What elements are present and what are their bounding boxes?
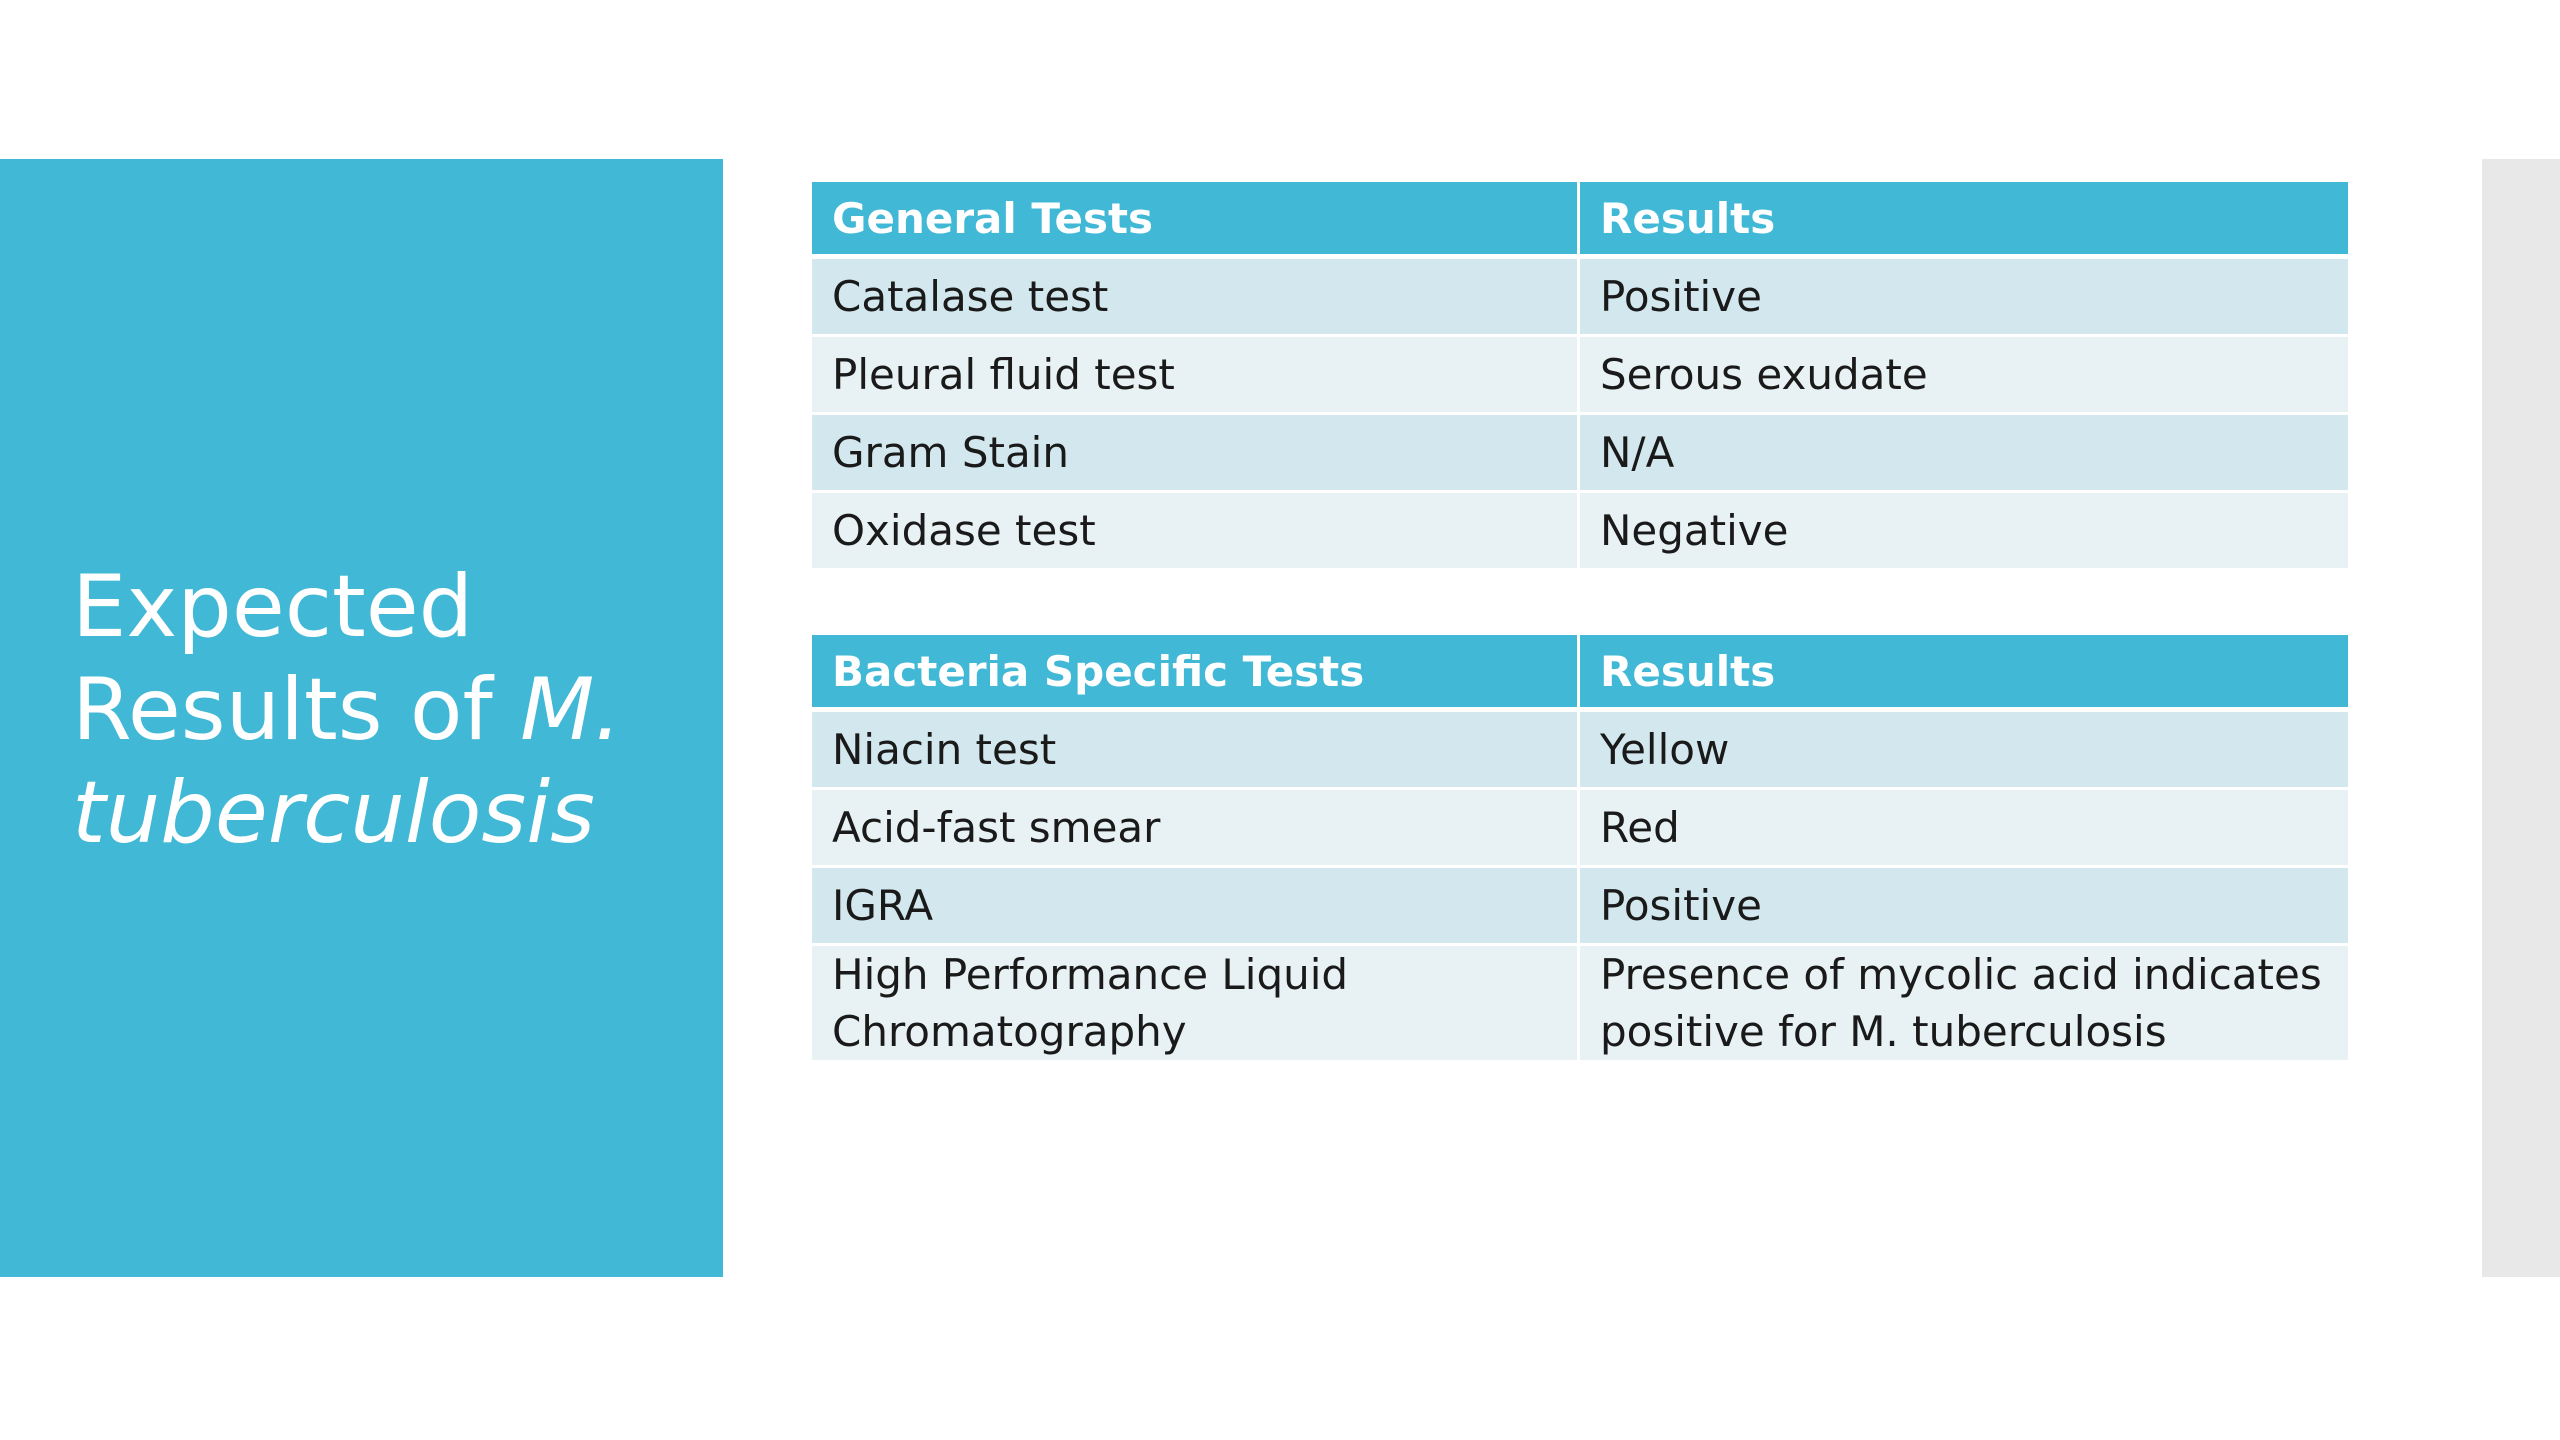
table-row: Gram Stain N/A bbox=[812, 415, 2348, 493]
table-row: Pleural fluid test Serous exudate bbox=[812, 337, 2348, 415]
test-name-cell: Acid-fast smear bbox=[812, 790, 1580, 868]
test-name-cell: Pleural fluid test bbox=[812, 337, 1580, 415]
result-cell: Red bbox=[1580, 790, 2348, 868]
result-cell: Negative bbox=[1580, 493, 2348, 571]
general-tests-table: General Tests Results Catalase test Posi… bbox=[812, 182, 2348, 571]
bacteria-specific-tests-table: Bacteria Specific Tests Results Niacin t… bbox=[812, 635, 2348, 1063]
result-cell: Positive bbox=[1580, 259, 2348, 337]
table-header-row: Bacteria Specific Tests Results bbox=[812, 635, 2348, 712]
result-cell: N/A bbox=[1580, 415, 2348, 493]
column-header: Results bbox=[1580, 635, 2348, 712]
test-name-cell: IGRA bbox=[812, 868, 1580, 946]
test-name-cell: Catalase test bbox=[812, 259, 1580, 337]
table-row: Catalase test Positive bbox=[812, 259, 2348, 337]
table-row: IGRA Positive bbox=[812, 868, 2348, 946]
test-name-cell: High Performance Liquid Chromatography bbox=[812, 946, 1580, 1063]
result-cell: Positive bbox=[1580, 868, 2348, 946]
test-name-cell: Oxidase test bbox=[812, 493, 1580, 571]
test-name-cell: Niacin test bbox=[812, 712, 1580, 790]
column-header: Results bbox=[1580, 182, 2348, 259]
table-row: High Performance Liquid Chromatography P… bbox=[812, 946, 2348, 1063]
table-row: Niacin test Yellow bbox=[812, 712, 2348, 790]
slide-title: Expected Results of M. tuberculosis bbox=[72, 556, 692, 865]
side-decoration bbox=[2482, 159, 2560, 1277]
test-name-cell: Gram Stain bbox=[812, 415, 1580, 493]
table-row: Oxidase test Negative bbox=[812, 493, 2348, 571]
title-panel bbox=[0, 159, 723, 1277]
title-italic-1: M. bbox=[520, 660, 622, 760]
column-header: Bacteria Specific Tests bbox=[812, 635, 1580, 712]
title-italic-2: tuberculosis bbox=[72, 763, 595, 863]
column-header: General Tests bbox=[812, 182, 1580, 259]
result-cell: Serous exudate bbox=[1580, 337, 2348, 415]
title-regular: Expected Results of bbox=[72, 557, 521, 760]
table-header-row: General Tests Results bbox=[812, 182, 2348, 259]
table-row: Acid-fast smear Red bbox=[812, 790, 2348, 868]
result-cell: Presence of mycolic acid indicates posit… bbox=[1580, 946, 2348, 1063]
result-cell: Yellow bbox=[1580, 712, 2348, 790]
